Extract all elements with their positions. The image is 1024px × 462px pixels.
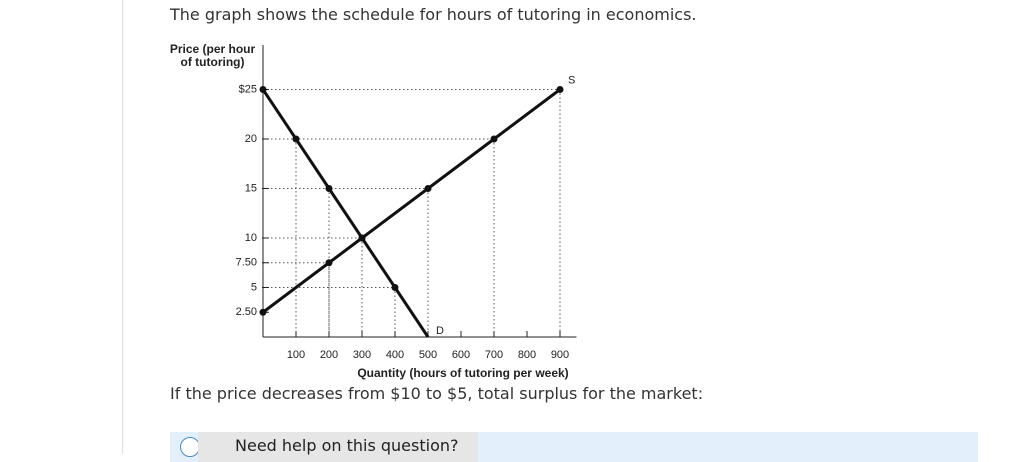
y-tick-label: 10 (245, 232, 257, 244)
sidebar (0, 0, 123, 454)
y-tick-label: $25 (239, 83, 257, 95)
point (556, 86, 564, 93)
x-tick-label: 500 (419, 349, 437, 361)
point (490, 135, 498, 143)
x-tick-label: 300 (353, 349, 371, 361)
follow-up-text: If the price decreases from $10 to $5, t… (170, 384, 704, 403)
x-tick-label: 400 (386, 349, 404, 361)
point (292, 135, 300, 143)
y-axis-label: Price (per hour of tutoring) (169, 42, 256, 69)
point (424, 185, 432, 192)
y-tick-label: 15 (245, 182, 257, 194)
series-label: D (436, 325, 444, 337)
x-tick-label: 700 (485, 349, 503, 361)
y-tick-label: 7.50 (236, 257, 257, 269)
point (325, 185, 333, 192)
x-tick-label: 800 (518, 349, 536, 361)
point (358, 234, 366, 242)
series-label: S (568, 74, 575, 86)
question-text: The graph shows the schedule for hours o… (170, 5, 697, 24)
x-tick-label: 600 (452, 349, 470, 361)
point (325, 259, 333, 267)
x-tick-label: 100 (287, 349, 305, 361)
series-line (262, 88, 561, 314)
x-axis-label: Quantity (hours of tutoring per week) (357, 366, 569, 380)
point (259, 86, 267, 93)
point (391, 284, 399, 291)
x-tick-label: 200 (320, 349, 338, 361)
help-button[interactable]: Need help on this question? (198, 432, 478, 462)
x-tick-label: 900 (551, 349, 569, 361)
radio-button[interactable] (180, 437, 200, 457)
y-tick-label: 2.50 (236, 306, 257, 318)
point (259, 308, 267, 316)
series-line (261, 88, 430, 338)
y-tick-label: 20 (245, 133, 257, 145)
y-tick-label: 5 (251, 281, 257, 293)
